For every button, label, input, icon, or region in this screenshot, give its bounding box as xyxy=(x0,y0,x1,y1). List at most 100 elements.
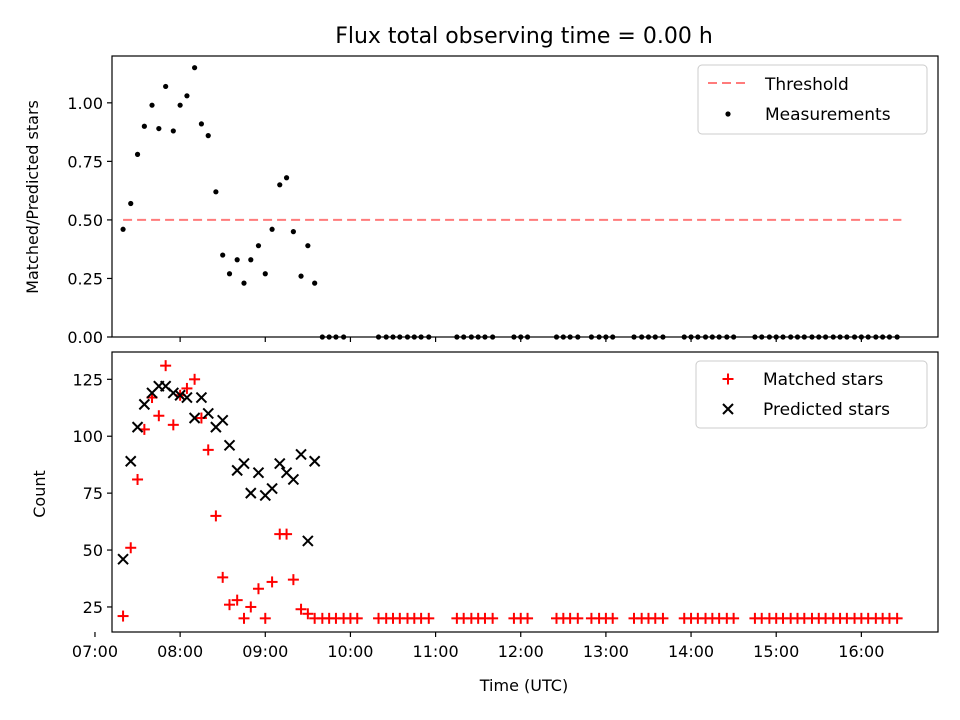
measurement-point xyxy=(305,243,311,249)
y-tick-label: 0.00 xyxy=(67,328,103,347)
bottom-plot-frame xyxy=(111,351,939,633)
measurement-point xyxy=(163,83,169,90)
bottom-legend: Matched stars Predicted stars xyxy=(695,360,928,429)
measurement-point xyxy=(241,280,247,286)
measurement-point xyxy=(283,175,290,181)
measurement-point xyxy=(639,334,645,340)
matched-star-point xyxy=(572,612,584,624)
measurement-point xyxy=(809,334,815,340)
measurement-point xyxy=(319,334,325,340)
measurement-point xyxy=(213,189,219,195)
matched-star-point xyxy=(423,612,435,624)
measurement-point xyxy=(794,334,801,340)
matched-star-point xyxy=(351,612,363,624)
predicted-star-point xyxy=(287,473,300,486)
y-tick-label: 1.00 xyxy=(67,94,103,113)
chart-title: Flux total observing time = 0.00 h xyxy=(335,24,713,49)
measurement-point xyxy=(269,226,275,232)
measurement-point xyxy=(873,334,879,340)
measurement-point xyxy=(610,334,616,340)
measurement-point xyxy=(695,334,701,340)
predicted-star-point xyxy=(174,389,186,401)
measurement-point xyxy=(837,334,843,340)
measurement-point xyxy=(631,334,637,340)
measurement-point xyxy=(575,334,581,340)
predicted-star-point xyxy=(238,457,250,470)
legend-matched-swatch xyxy=(722,373,734,385)
x-tick-label: 14:00 xyxy=(668,642,714,661)
measurement-point xyxy=(141,123,147,129)
predicted-star-point xyxy=(202,407,214,420)
top-legend: Threshold Measurements xyxy=(697,64,928,135)
measurement-point xyxy=(128,200,134,207)
x-tick-label: 09:00 xyxy=(242,642,288,661)
top-axes: 0.00 0.25 0.50 0.75 1.00 xyxy=(67,55,939,347)
measurement-point xyxy=(801,334,807,340)
predicted-star-point xyxy=(117,553,129,565)
measurement-point xyxy=(482,334,488,340)
measurement-point xyxy=(490,334,496,340)
measurement-point xyxy=(326,334,332,340)
measurement-point xyxy=(383,334,389,340)
measurement-point xyxy=(731,334,737,340)
matched-star-point xyxy=(259,612,271,624)
measurement-point xyxy=(588,334,595,340)
predicted-star-point xyxy=(252,466,265,479)
measurement-point xyxy=(567,334,573,340)
predicted-star-point xyxy=(274,457,286,470)
measurement-point xyxy=(177,102,183,108)
measurement-point xyxy=(255,243,262,249)
measurement-point xyxy=(752,334,758,340)
measurement-point xyxy=(788,334,794,340)
measurement-point xyxy=(886,334,893,340)
bottom-y-axis-label: Count xyxy=(30,470,49,518)
predicted-star-point xyxy=(295,448,307,461)
x-axis-label: Time (UTC) xyxy=(479,676,568,695)
predicted-star-point xyxy=(125,455,137,467)
measurement-point xyxy=(226,271,233,277)
measurement-point xyxy=(277,182,283,188)
measurement-point xyxy=(390,334,396,340)
measurement-point xyxy=(816,334,822,340)
top-y-axis-label: Matched/Predicted stars xyxy=(23,100,42,294)
predicted-star-point xyxy=(223,439,236,452)
predicted-star-point xyxy=(308,455,321,467)
y-tick-label: 0.50 xyxy=(67,211,103,230)
measurement-point xyxy=(851,334,858,340)
matched-star-point xyxy=(522,612,534,624)
x-tick-label: 12:00 xyxy=(498,642,544,661)
measurement-point xyxy=(411,334,417,340)
measurement-point xyxy=(170,128,176,134)
matched-star-point xyxy=(657,612,669,624)
measurement-point xyxy=(553,334,560,340)
legend-threshold-label: Threshold xyxy=(764,75,849,95)
matched-star-point xyxy=(231,594,243,606)
measurement-point xyxy=(894,334,900,340)
matched-star-point xyxy=(117,610,129,622)
matched-star-point xyxy=(153,410,165,422)
measurement-point xyxy=(234,257,240,263)
matched-star-point xyxy=(181,382,193,394)
y-tick-label: 75 xyxy=(83,484,103,503)
bottom-axes: 25 50 75 100 125 07:00 08:00 09:00 10:00 11:00 12… xyxy=(72,351,939,661)
matched-star-point xyxy=(132,473,144,485)
measurement-point xyxy=(468,334,474,340)
matched-star-point xyxy=(238,612,250,624)
predicted-star-point xyxy=(188,412,201,424)
measurement-point xyxy=(220,252,226,258)
matched-star-point xyxy=(295,603,307,615)
matched-star-point xyxy=(891,612,903,624)
measurement-point xyxy=(652,334,658,340)
x-tick-label: 11:00 xyxy=(413,642,459,661)
measurement-point xyxy=(184,93,190,99)
measurement-point xyxy=(404,334,411,340)
predicted-star-point xyxy=(216,414,229,426)
predicted-star-point xyxy=(131,421,144,433)
predicted-star-point xyxy=(302,535,314,547)
matched-star-point xyxy=(224,599,236,611)
predicted-star-point xyxy=(167,387,180,399)
predicted-star-point xyxy=(245,487,257,499)
measurement-point xyxy=(780,334,786,340)
y-tick-label: 125 xyxy=(72,370,103,389)
